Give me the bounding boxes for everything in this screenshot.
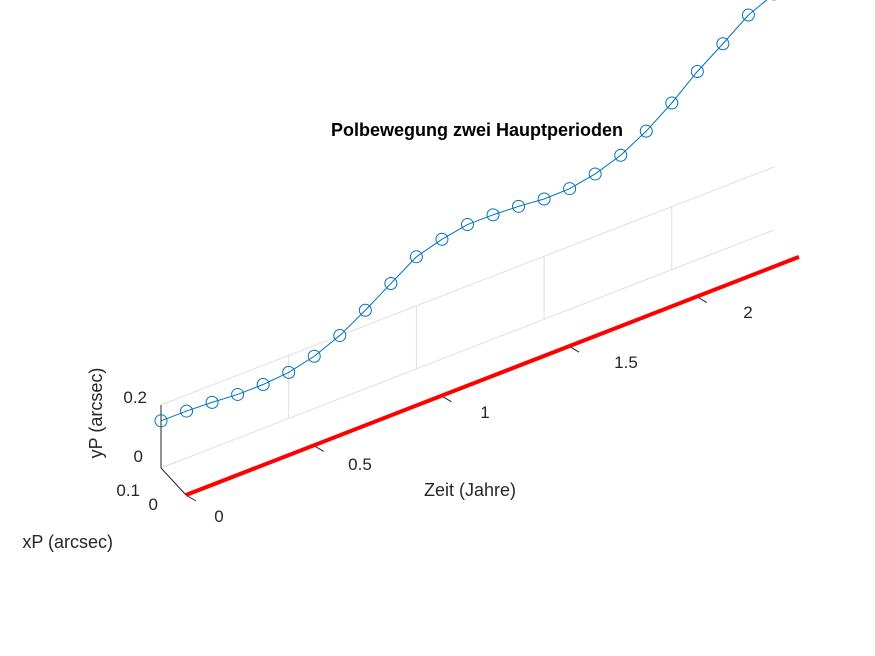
data-point-14 — [512, 199, 526, 213]
data-point-15 — [537, 192, 551, 206]
xp-axis-line — [160, 467, 187, 496]
x-tick-label-4: 2 — [743, 303, 752, 322]
grid-lines — [160, 166, 775, 469]
y-axis-label: yP (arcsec) — [86, 368, 106, 459]
y-tick-label-1: 0.2 — [123, 388, 147, 407]
data-point-5 — [282, 365, 296, 379]
y-tick-label-0: 0 — [134, 447, 143, 466]
series-line — [160, 0, 768, 422]
data-point-3 — [231, 387, 245, 401]
data-point-19 — [639, 124, 653, 138]
data-point-0 — [154, 414, 168, 428]
data-point-1 — [180, 404, 194, 418]
grid-line-top — [160, 166, 775, 406]
data-point-8 — [358, 303, 372, 317]
z-axis-label: xP (arcsec) — [22, 532, 113, 552]
data-point-12 — [460, 218, 474, 232]
data-point-22 — [716, 37, 730, 51]
z-tick-label-0: 0 — [149, 495, 158, 514]
z-tick-label-1: 0.1 — [116, 481, 140, 500]
reference-line — [185, 255, 800, 497]
data-point-7 — [333, 329, 347, 343]
data-point-10 — [409, 250, 423, 264]
data-point-9 — [384, 277, 398, 291]
data-point-2 — [205, 395, 219, 409]
data-point-21 — [690, 64, 704, 78]
grid-line-base — [160, 229, 775, 469]
data-point-6 — [307, 349, 321, 363]
x-tick-label-3: 1.5 — [614, 353, 638, 372]
data-point-23 — [741, 8, 755, 22]
data-point-16 — [563, 182, 577, 196]
x-tick-label-1: 0.5 — [348, 455, 372, 474]
data-point-4 — [256, 378, 270, 392]
x-axis-label: Zeit (Jahre) — [424, 480, 516, 500]
reference-line-group — [185, 255, 800, 497]
x-tick-label-0: 0 — [214, 507, 223, 526]
data-point-11 — [435, 232, 449, 246]
chart-title: Polbewegung zwei Hauptperioden — [331, 120, 623, 140]
data-point-18 — [614, 148, 628, 162]
data-point-13 — [486, 208, 500, 222]
data-point-17 — [588, 167, 602, 181]
tick-marks — [185, 296, 708, 502]
x-tick-label-2: 1 — [480, 403, 489, 422]
data-point-20 — [665, 96, 679, 110]
series-group — [154, 0, 777, 428]
